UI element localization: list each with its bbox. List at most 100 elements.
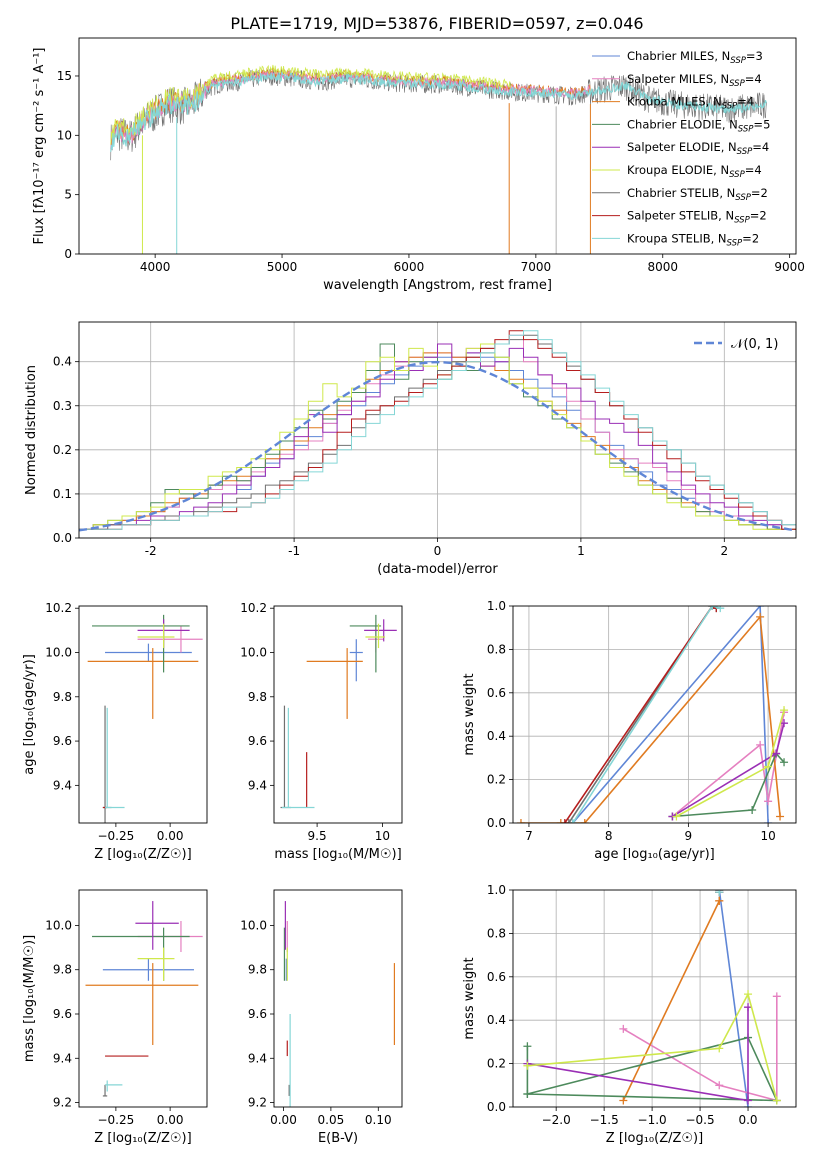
y-tick-label: 9.4 (248, 778, 267, 792)
weight-marker (780, 758, 789, 767)
y-axis-label: mass [log₁₀(M/M☉)] (22, 935, 37, 1062)
legend-entry: 𝒩(0, 1) (731, 337, 778, 352)
x-tick-label: 8000 (647, 260, 678, 274)
legend-entry-nssp-sub: SSP (730, 56, 746, 66)
x-axis-label: mass [log₁₀(M/M☉)] (274, 847, 401, 862)
x-tick-label: 5000 (267, 260, 298, 274)
errorbar-Chabrier-MILES (349, 639, 363, 682)
x-tick-label: 10 (375, 829, 390, 843)
y-axis-label: Normed distribution (24, 365, 39, 495)
plot-area (87, 614, 203, 823)
y-tick-label: 9.8 (53, 963, 72, 977)
weight-marker (780, 706, 789, 715)
panel-age_vs_Z: −0.25 0.00 9.4 9.6 9.8 10.0 10.2 Z [log₁₀(Z/Z☉)… (22, 601, 208, 862)
axes-frame (512, 889, 797, 1108)
y-tick-label: 5 (64, 188, 72, 202)
weight-line (527, 992, 778, 1101)
weight-marker (619, 1096, 628, 1105)
y-tick-label: 10 (57, 128, 72, 142)
y-axis-label: age [log₁₀(age/yr)] (22, 654, 37, 775)
weight-marker (772, 992, 781, 1001)
weight-series-Salpeter-ELODIE (523, 1003, 753, 1105)
plot-area (280, 614, 397, 809)
legend-entry: Chabrier MILES, NSSP=3 (627, 49, 763, 66)
y-tick-label: 0.0 (53, 531, 72, 545)
weight-marker (516, 819, 525, 823)
weight-marker (715, 1081, 724, 1090)
errorbar-Kroupa-ELODIE (137, 623, 175, 649)
weight-line (521, 614, 781, 823)
x-tick-label: 9 (685, 829, 693, 843)
legend-entry-name: Salpeter ELODIE (627, 140, 721, 154)
legend-entry-name: Salpeter MILES (627, 72, 713, 86)
legend-entry-nssp: 2 (759, 209, 766, 223)
weight-marker (776, 812, 785, 821)
legend-entry-nssp-eq: = (751, 186, 761, 200)
weight-marker (619, 1024, 628, 1033)
y-tick-label: 0.2 (53, 443, 72, 457)
weight-marker (715, 890, 724, 897)
y-tick-label: 0.0 (487, 1100, 506, 1114)
legend-entry-nssp-prefix: , N (714, 49, 730, 63)
legend-entry-nssp-sub: SSP (727, 238, 743, 248)
x-tick-label: −2.0 (542, 1113, 571, 1127)
axes-frame (78, 37, 797, 255)
weight-marker (744, 1096, 753, 1105)
legend-entry: Kroupa MILES, NSSP=4 (627, 95, 754, 112)
y-tick-label: 1.0 (487, 599, 506, 613)
y-tick-label: 0.4 (53, 355, 72, 369)
legend-entry: Chabrier STELIB, NSSP=2 (627, 186, 768, 203)
errorbar-Kroupa-STELIB (281, 707, 315, 809)
weight-marker (772, 749, 781, 758)
legend-entry-nssp-sub: SSP (735, 193, 751, 203)
weight-line (572, 606, 769, 823)
y-axis-label: mass weight (462, 673, 477, 755)
errorbar-Salpeter-ELODIE (364, 619, 397, 642)
x-tick-label: 0.0 (738, 1113, 757, 1127)
weight-marker (780, 719, 789, 728)
legend-entry-nssp-eq: = (753, 117, 763, 131)
y-tick-label: 9.6 (248, 1007, 267, 1021)
y-axis-label: Flux [fλ10⁻¹⁷ erg cm⁻² s⁻¹ A⁻¹] (32, 48, 47, 245)
legend-entry-nssp-eq: = (752, 140, 762, 154)
weight-marker (715, 1044, 724, 1053)
x-axis-label: wavelength [Angstrom, rest frame] (323, 278, 552, 293)
axes-frame (78, 321, 797, 539)
legend-entry-nssp-sub: SSP (737, 147, 753, 157)
weight-marker (744, 990, 753, 999)
y-tick-label: 10.2 (45, 601, 72, 615)
x-tick-label: 1 (577, 544, 585, 558)
legend-entry-nssp-prefix: , N (719, 186, 735, 200)
axes-frame (512, 605, 797, 824)
x-tick-label: 0.00 (157, 829, 184, 843)
x-tick-label: 0.05 (318, 1113, 345, 1127)
legend-entry-name: Kroupa MILES (627, 95, 706, 109)
y-tick-label: 9.4 (53, 1051, 72, 1065)
x-tick-label: 2 (720, 544, 728, 558)
weight-marker (748, 805, 757, 814)
legend-entry-nssp: 2 (761, 186, 768, 200)
legend-entry-nssp-prefix: , N (711, 231, 727, 245)
weight-marker (523, 1042, 532, 1051)
errorbar-Kroupa-MILES (306, 648, 363, 719)
y-tick-label: 0.2 (487, 773, 506, 787)
errorbar-Chabrier-ELODIE (349, 614, 382, 673)
weight-marker (764, 819, 773, 823)
weight-series-Kroupa-MILES (516, 612, 785, 823)
y-tick-label: 9.4 (248, 1051, 267, 1065)
weight-marker (580, 819, 589, 823)
x-tick-label: 4000 (140, 260, 171, 274)
x-axis-label: Z [log₁₀(Z/Z☉)] (94, 847, 191, 862)
legend-entry: Salpeter ELODIE, NSSP=4 (627, 140, 769, 157)
y-tick-label: 0.3 (53, 399, 72, 413)
x-axis-label: (data-model)/error (377, 562, 498, 577)
x-tick-label: 0 (434, 544, 442, 558)
legend-entry-nssp-prefix: , N (706, 95, 722, 109)
x-tick-label: 6000 (394, 260, 425, 274)
axes-frame (273, 605, 403, 824)
legend-entry-nssp: 4 (747, 95, 754, 109)
errorbar-Kroupa-MILES (87, 648, 199, 719)
y-tick-label: 0.8 (487, 926, 506, 940)
weight-marker (756, 740, 765, 749)
